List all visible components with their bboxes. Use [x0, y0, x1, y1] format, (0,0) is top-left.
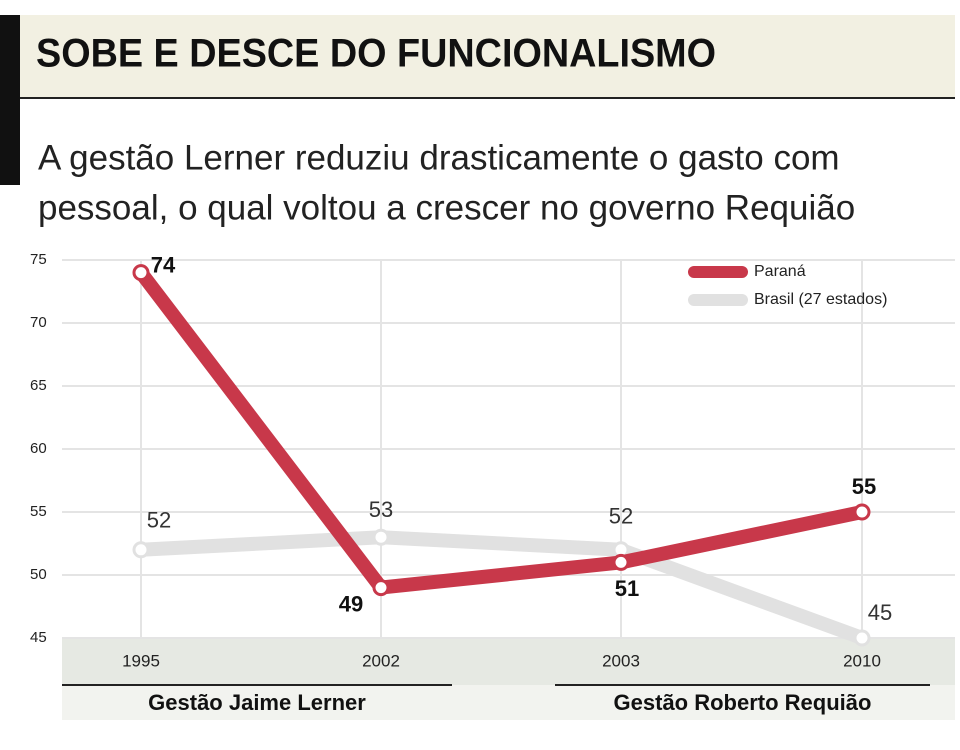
- y-tick-label: 70: [30, 314, 47, 331]
- value-label: 55: [852, 474, 876, 499]
- point: [372, 579, 390, 597]
- y-tick-label: 50: [30, 566, 47, 583]
- group-band: [62, 685, 955, 720]
- series-line: [135, 268, 864, 595]
- value-label: 74: [151, 252, 176, 277]
- chart-title: SOBE E DESCE DO FUNCIONALISMO: [36, 32, 716, 76]
- legend-label: Paraná: [754, 263, 806, 280]
- x-tick-label: 2002: [362, 651, 400, 670]
- point: [132, 541, 150, 559]
- x-tick-label: 1995: [122, 651, 160, 670]
- value-label: 53: [369, 497, 393, 522]
- legend-label: Brasil (27 estados): [754, 291, 887, 308]
- subtitle: A gestão Lerner reduziu drasticamente o …: [38, 138, 840, 177]
- group-label: Gestão Roberto Requião: [614, 690, 872, 715]
- point: [372, 528, 390, 546]
- y-tick-label: 60: [30, 440, 47, 457]
- point: [612, 553, 630, 571]
- x-tick-label: 2010: [843, 651, 881, 670]
- value-label: 49: [339, 591, 363, 616]
- point: [853, 629, 871, 647]
- x-tick-label: 2003: [602, 651, 640, 670]
- y-tick-label: 55: [30, 503, 47, 520]
- value-label: 51: [615, 576, 639, 601]
- value-label: 52: [609, 504, 633, 529]
- series-line: [140, 530, 865, 645]
- header-band: [20, 15, 955, 98]
- y-tick-label: 65: [30, 377, 47, 394]
- point: [853, 503, 871, 521]
- point: [132, 264, 150, 282]
- value-label: 52: [147, 508, 171, 533]
- y-tick-label: 45: [30, 629, 47, 646]
- group-label: Gestão Jaime Lerner: [148, 690, 366, 715]
- value-label: 45: [868, 600, 892, 625]
- side-bar: [0, 15, 20, 185]
- subtitle: pessoal, o qual voltou a crescer no gove…: [38, 188, 855, 227]
- y-tick-label: 75: [30, 251, 47, 268]
- axis-band: [62, 638, 955, 685]
